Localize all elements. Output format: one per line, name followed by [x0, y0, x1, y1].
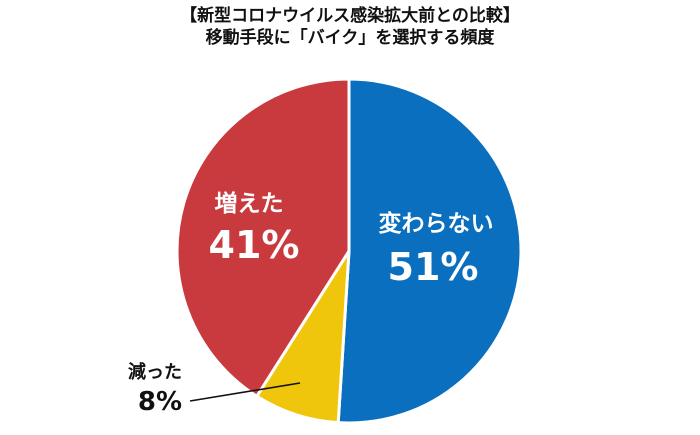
slice-value-decreased: 8%: [138, 387, 182, 417]
pie-slice-increased: [175, 77, 351, 398]
leader-line: [189, 382, 301, 402]
slice-label-increased: 増えた: [215, 190, 284, 217]
pie-slice-unchanged: [336, 77, 523, 425]
slice-value-unchanged: 51%: [388, 245, 479, 289]
pie-slices: [175, 77, 523, 425]
chart-title: 【新型コロナウイルス感染拡大前との比較】: [180, 6, 520, 26]
slice-label-unchanged: 変わらない: [379, 210, 494, 237]
slice-value-increased: 41%: [209, 223, 300, 267]
slice-labels: 変わらない 51% 増えた 41% 減った 8%: [128, 190, 494, 417]
chart-subtitle: 移動手段に「バイク」を選択する頻度: [205, 28, 495, 48]
slice-label-decreased: 減った: [128, 361, 182, 383]
